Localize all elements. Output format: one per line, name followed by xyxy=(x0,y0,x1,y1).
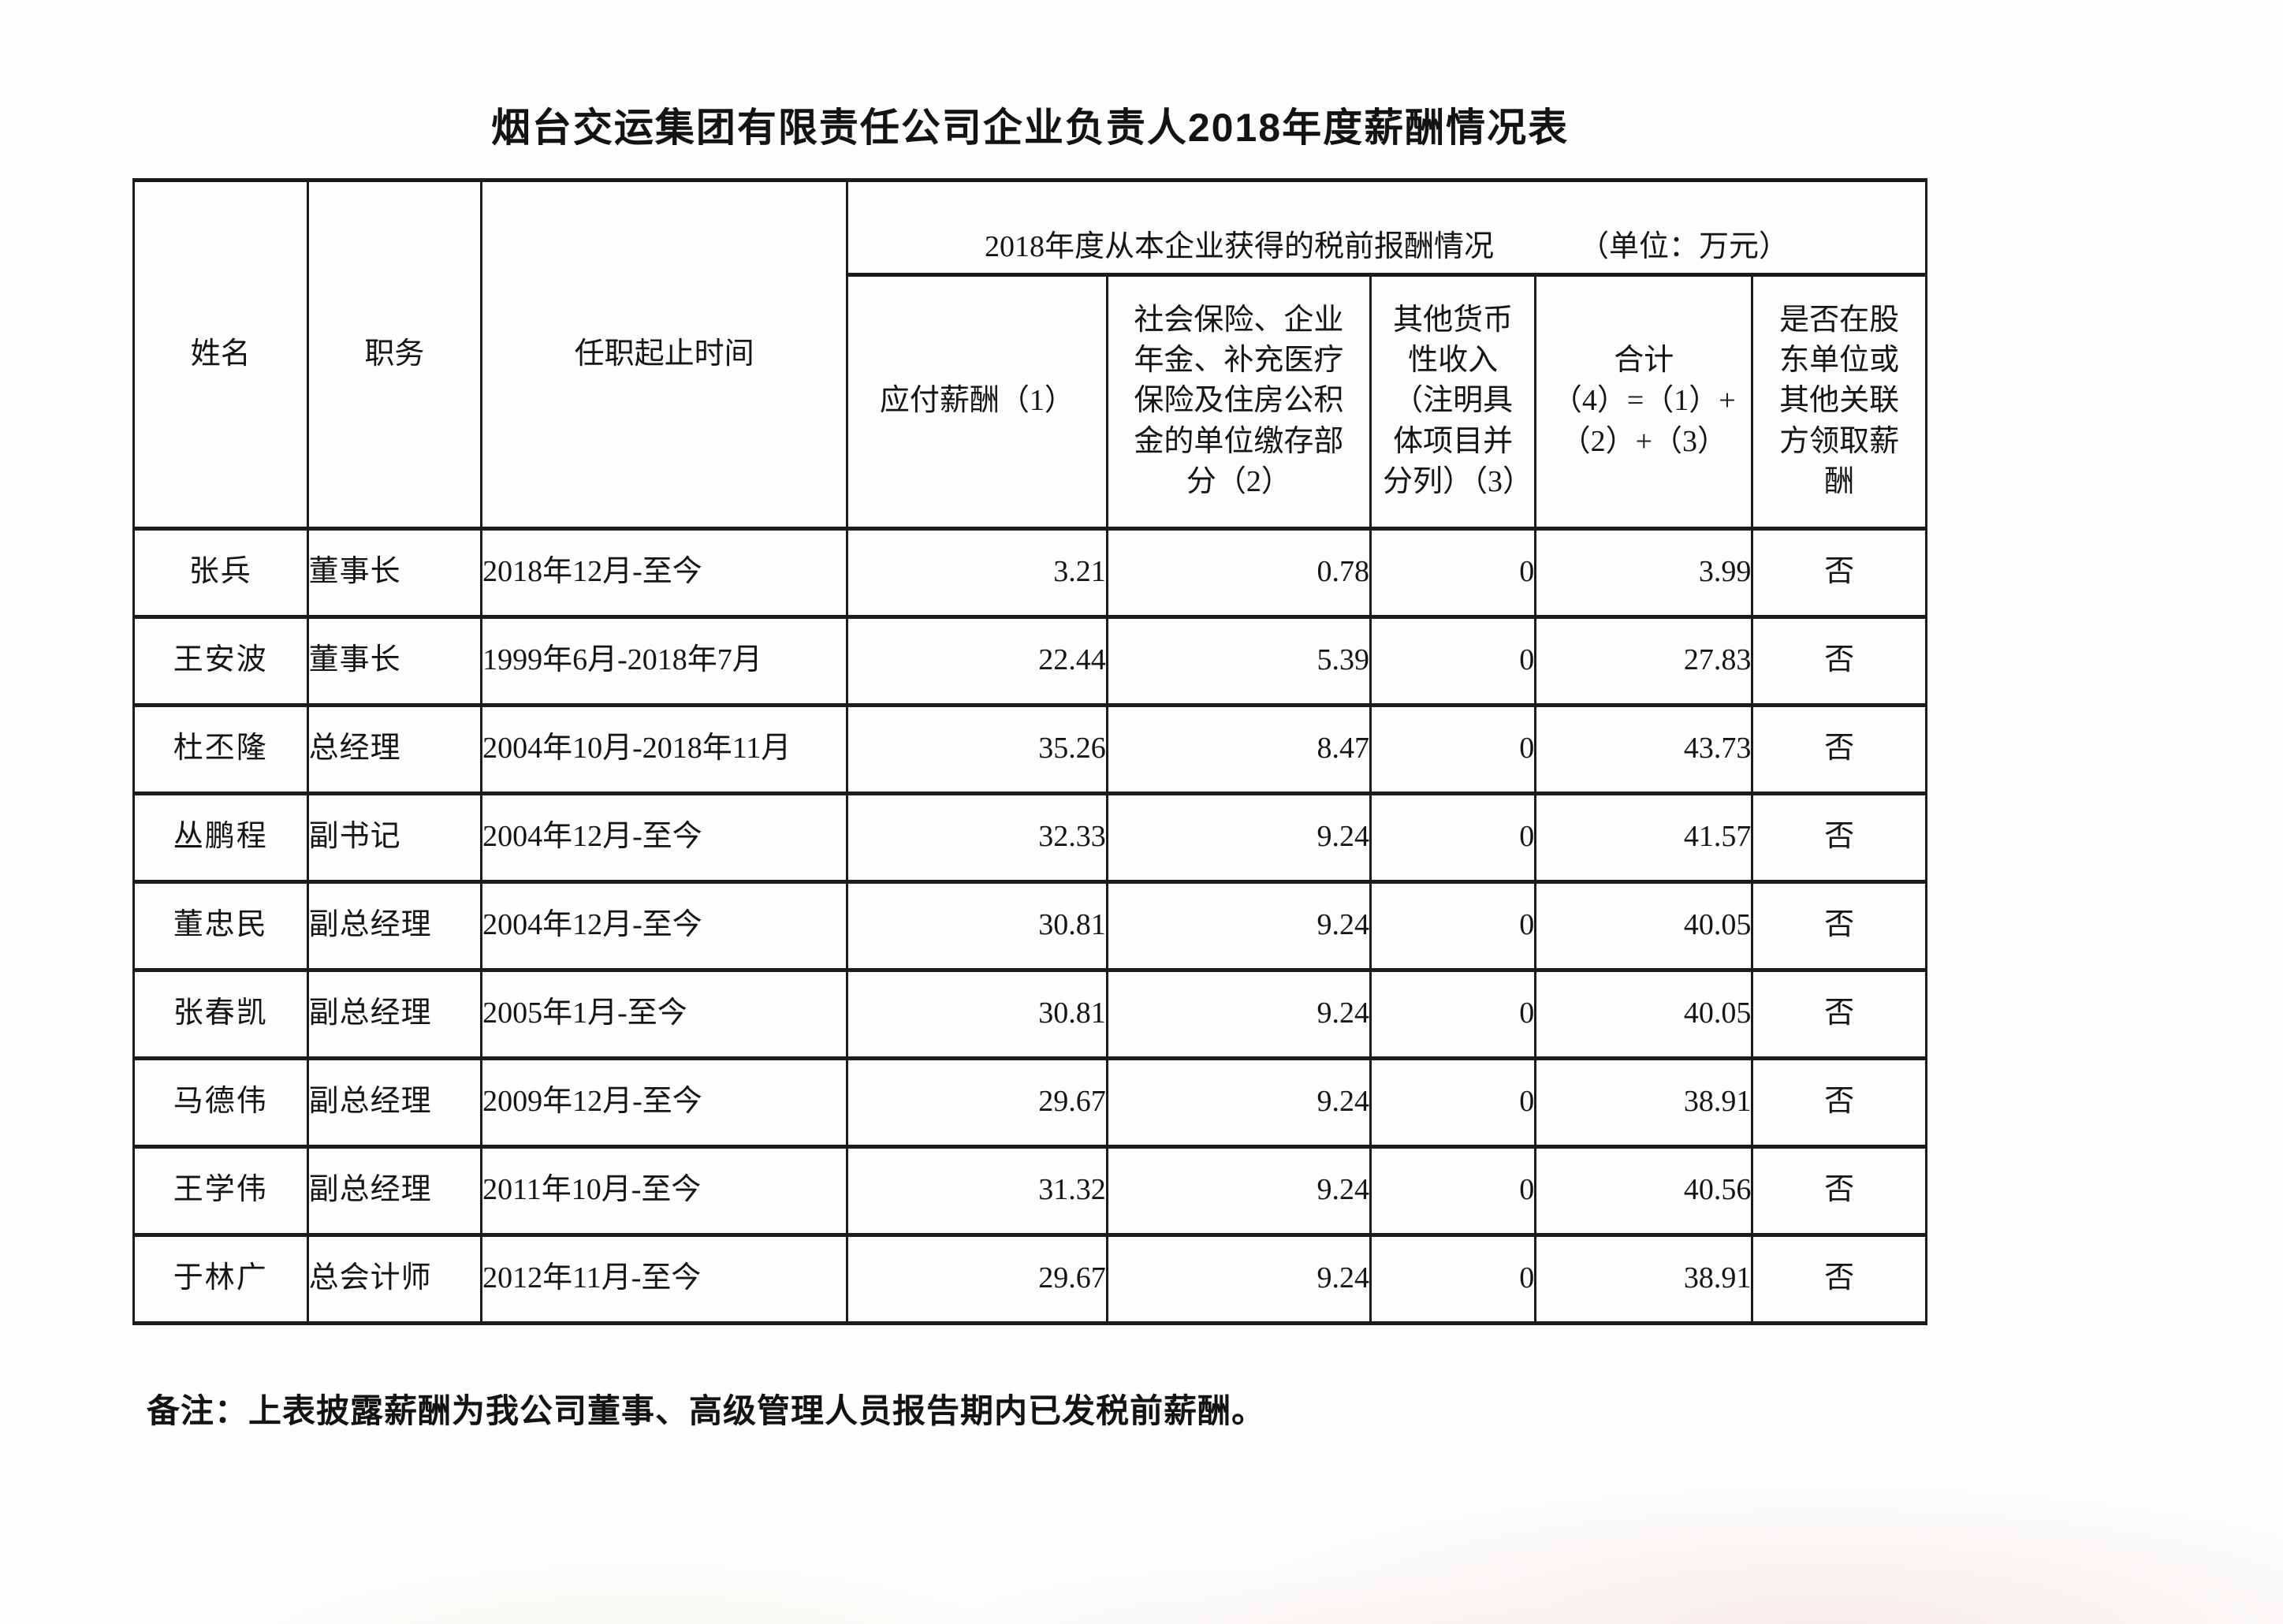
cell-related: 否 xyxy=(1751,1056,1927,1149)
cell-related: 否 xyxy=(1751,1232,1927,1325)
cell-term: 2004年10月-2018年11月 xyxy=(480,702,849,795)
cell-name: 张兵 xyxy=(132,526,309,619)
page-title: 烟台交运集团有限责任公司企业负责人2018年度薪酬情况表 xyxy=(490,106,1570,150)
cell-total: 27.83 xyxy=(1534,614,1754,707)
cell-position: 副书记 xyxy=(306,791,483,884)
cell-related: 否 xyxy=(1751,526,1927,619)
cell-term: 2018年12月-至今 xyxy=(480,526,849,619)
cell-name: 丛鹏程 xyxy=(132,791,309,884)
cell-name: 马德伟 xyxy=(132,1056,309,1149)
cell-total: 41.57 xyxy=(1534,791,1754,884)
table-row: 于林广 总会计师 2012年11月-至今 29.67 9.24 0 38.91 … xyxy=(132,1232,1927,1325)
cell-salary: 22.44 xyxy=(846,614,1108,707)
cell-salary: 29.67 xyxy=(846,1056,1108,1149)
cell-salary: 31.32 xyxy=(846,1144,1108,1237)
cell-name: 杜丕隆 xyxy=(132,702,309,795)
cell-other-income: 0 xyxy=(1369,702,1537,795)
cell-total: 43.73 xyxy=(1534,702,1754,795)
cell-total: 40.05 xyxy=(1534,879,1754,972)
cell-other-income: 0 xyxy=(1369,1232,1537,1325)
cell-name: 王学伟 xyxy=(132,1144,309,1237)
cell-position: 副总经理 xyxy=(306,1144,483,1237)
cell-position: 副总经理 xyxy=(306,879,483,972)
table-row: 张兵 董事长 2018年12月-至今 3.21 0.78 0 3.99 否 xyxy=(132,526,1927,619)
table-row: 王安波 董事长 1999年6月-2018年7月 22.44 5.39 0 27.… xyxy=(132,614,1927,707)
unit-label: （单位：万元） xyxy=(1579,230,1790,264)
table-row: 丛鹏程 副书记 2004年12月-至今 32.33 9.24 0 41.57 否 xyxy=(132,791,1927,884)
table-row: 马德伟 副总经理 2009年12月-至今 29.67 9.24 0 38.91 … xyxy=(132,1056,1927,1149)
cell-term: 2011年10月-至今 xyxy=(480,1144,849,1237)
cell-term: 2005年1月-至今 xyxy=(480,967,849,1060)
cell-related: 否 xyxy=(1751,1144,1927,1237)
cell-insurance: 8.47 xyxy=(1105,702,1372,795)
cell-term: 2009年12月-至今 xyxy=(480,1056,849,1149)
cell-salary: 32.33 xyxy=(846,791,1108,884)
cell-total: 40.05 xyxy=(1534,967,1754,1060)
cell-salary: 30.81 xyxy=(846,879,1108,972)
cell-other-income: 0 xyxy=(1369,526,1537,619)
cell-related: 否 xyxy=(1751,702,1927,795)
cell-other-income: 0 xyxy=(1369,791,1537,884)
cell-insurance: 5.39 xyxy=(1105,614,1372,707)
cell-position: 总经理 xyxy=(306,702,483,795)
cell-position: 副总经理 xyxy=(306,1056,483,1149)
cell-name: 于林广 xyxy=(132,1232,309,1325)
table-row: 张春凯 副总经理 2005年1月-至今 30.81 9.24 0 40.05 否 xyxy=(132,967,1927,1060)
cell-total: 38.91 xyxy=(1534,1232,1754,1325)
salary-table: 姓名 职务 任职起止时间 2018年度从本企业获得的税前报酬情况 （单位：万元） … xyxy=(132,178,1927,1325)
cell-other-income: 0 xyxy=(1369,1144,1537,1237)
cell-term: 2012年11月-至今 xyxy=(480,1232,849,1325)
cell-insurance: 0.78 xyxy=(1105,526,1372,619)
cell-insurance: 9.24 xyxy=(1105,1144,1372,1237)
cell-total: 38.91 xyxy=(1534,1056,1754,1149)
cell-salary: 35.26 xyxy=(846,702,1108,795)
cell-position: 董事长 xyxy=(306,614,483,707)
table-row: 董忠民 副总经理 2004年12月-至今 30.81 9.24 0 40.05 … xyxy=(132,879,1927,972)
cell-other-income: 0 xyxy=(1369,967,1537,1060)
cell-other-income: 0 xyxy=(1369,1056,1537,1149)
footnote: 备注：上表披露薪酬为我公司董事、高级管理人员报告期内已发税前薪酬。 xyxy=(147,1392,1266,1429)
col-header-salary-payable: 应付薪酬（1） xyxy=(846,272,1108,531)
col-header-other-monetary: 其他货币性收入（注明具体项目并分列）（3） xyxy=(1369,272,1537,531)
col-header-total: 合计 （4）=（1）+ （2）+（3） xyxy=(1534,272,1754,531)
cell-other-income: 0 xyxy=(1369,879,1537,972)
cell-insurance: 9.24 xyxy=(1105,791,1372,884)
table-row: 王学伟 副总经理 2011年10月-至今 31.32 9.24 0 40.56 … xyxy=(132,1144,1927,1237)
cell-position: 总会计师 xyxy=(306,1232,483,1325)
cell-other-income: 0 xyxy=(1369,614,1537,707)
col-header-term: 任职起止时间 xyxy=(480,178,849,531)
cell-insurance: 9.24 xyxy=(1105,1232,1372,1325)
cell-salary: 29.67 xyxy=(846,1232,1108,1325)
cell-related: 否 xyxy=(1751,614,1927,707)
cell-position: 副总经理 xyxy=(306,967,483,1060)
cell-name: 董忠民 xyxy=(132,879,309,972)
cell-salary: 3.21 xyxy=(846,526,1108,619)
cell-related: 否 xyxy=(1751,791,1927,884)
cell-insurance: 9.24 xyxy=(1105,879,1372,972)
cell-name: 王安波 xyxy=(132,614,309,707)
cell-position: 董事长 xyxy=(306,526,483,619)
cell-total: 3.99 xyxy=(1534,526,1754,619)
cell-related: 否 xyxy=(1751,967,1927,1060)
cell-total: 40.56 xyxy=(1534,1144,1754,1237)
cell-insurance: 9.24 xyxy=(1105,1056,1372,1149)
cell-term: 2004年12月-至今 xyxy=(480,879,849,972)
col-header-report-group: 2018年度从本企业获得的税前报酬情况 （单位：万元） xyxy=(846,178,1927,277)
cell-term: 1999年6月-2018年7月 xyxy=(480,614,849,707)
col-header-social-insurance: 社会保险、企业年金、补充医疗保险及住房公积金的单位缴存部分（2） xyxy=(1105,272,1372,531)
col-header-position: 职务 xyxy=(306,178,483,531)
col-header-related-party: 是否在股东单位或其他关联方领取薪酬 xyxy=(1751,272,1927,531)
cell-name: 张春凯 xyxy=(132,967,309,1060)
cell-related: 否 xyxy=(1751,879,1927,972)
cell-salary: 30.81 xyxy=(846,967,1108,1060)
cell-term: 2004年12月-至今 xyxy=(480,791,849,884)
col-header-name: 姓名 xyxy=(132,178,309,531)
table-row: 杜丕隆 总经理 2004年10月-2018年11月 35.26 8.47 0 4… xyxy=(132,702,1927,795)
cell-insurance: 9.24 xyxy=(1105,967,1372,1060)
report-group-title: 2018年度从本企业获得的税前报酬情况 xyxy=(985,230,1495,264)
